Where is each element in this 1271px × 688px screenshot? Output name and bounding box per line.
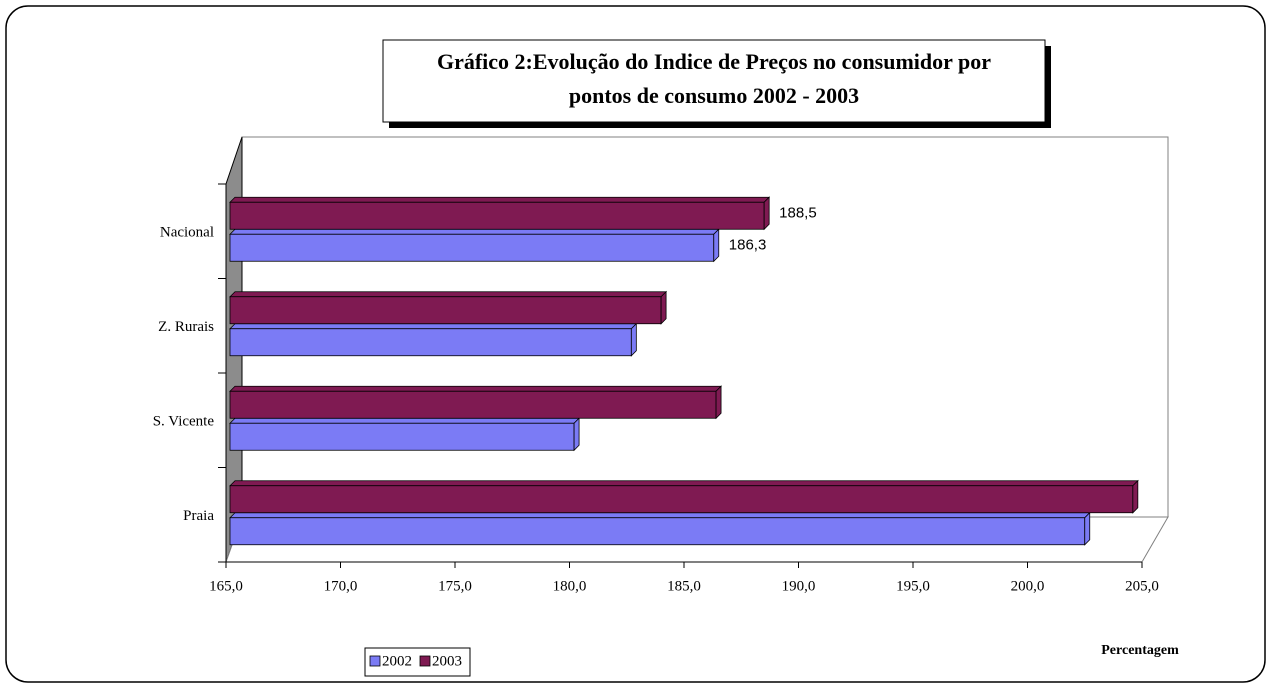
bar: [229, 479, 1139, 514]
x-tick-label: 180,0: [553, 578, 587, 594]
legend-box: [364, 647, 471, 677]
bar-part: [229, 390, 717, 419]
data-label: 188,5: [779, 205, 817, 222]
chart-title: Gráfico 2:Evolução do Indice de Preços n…: [437, 49, 991, 74]
bar-part: [229, 485, 1134, 514]
legend-label: 2002: [382, 653, 412, 669]
bar-part: [229, 228, 720, 235]
bar-part: [660, 290, 667, 325]
bar-part: [630, 322, 637, 357]
bar-part: [229, 512, 1091, 519]
x-tick-label: 165,0: [209, 578, 243, 594]
x-tick-label: 205,0: [1125, 578, 1159, 594]
bar: [229, 196, 771, 231]
bar: [229, 385, 723, 420]
x-tick-label: 175,0: [438, 578, 472, 594]
bar-part: [229, 323, 638, 330]
bar-part: [1132, 479, 1139, 514]
x-tick-label: 200,0: [1011, 578, 1045, 594]
y-tick-label: Nacional: [160, 225, 214, 241]
bar-part: [229, 517, 1086, 546]
bar-part: [229, 196, 771, 203]
legend-label: 2003: [432, 653, 462, 669]
bar-part: [229, 385, 723, 392]
bar-part: [229, 291, 668, 298]
bar: [229, 228, 720, 263]
chart-title: pontos de consumo 2002 - 2003: [569, 83, 859, 108]
bar-part: [1084, 511, 1091, 546]
y-tick-label: S. Vicente: [153, 414, 215, 430]
x-tick-label: 185,0: [667, 578, 701, 594]
bar-part: [229, 417, 581, 424]
bar-part: [229, 422, 575, 451]
bar-part: [229, 480, 1139, 487]
bar-part: [763, 196, 770, 231]
y-tick-label: Praia: [183, 508, 214, 524]
data-label: 186,3: [729, 237, 767, 254]
bar-part: [229, 201, 765, 230]
bar-part: [229, 296, 662, 325]
legend-swatch: [369, 655, 381, 667]
x-tick-label: 190,0: [782, 578, 816, 594]
legend-swatch: [419, 655, 431, 667]
bar: [229, 290, 668, 325]
bar-part: [715, 385, 722, 420]
bar: [229, 511, 1091, 546]
y-tick-label: Z. Rurais: [158, 319, 214, 335]
bar-part: [229, 233, 715, 262]
bar: [229, 322, 638, 357]
x-tick-label: 195,0: [896, 578, 930, 594]
bar: [229, 417, 581, 452]
bar-part: [229, 328, 632, 357]
title-box: [382, 39, 1046, 123]
x-axis-label: Percentagem: [1101, 643, 1179, 658]
bar-part: [713, 228, 720, 263]
bar-part: [573, 417, 580, 452]
x-tick-label: 170,0: [324, 578, 358, 594]
